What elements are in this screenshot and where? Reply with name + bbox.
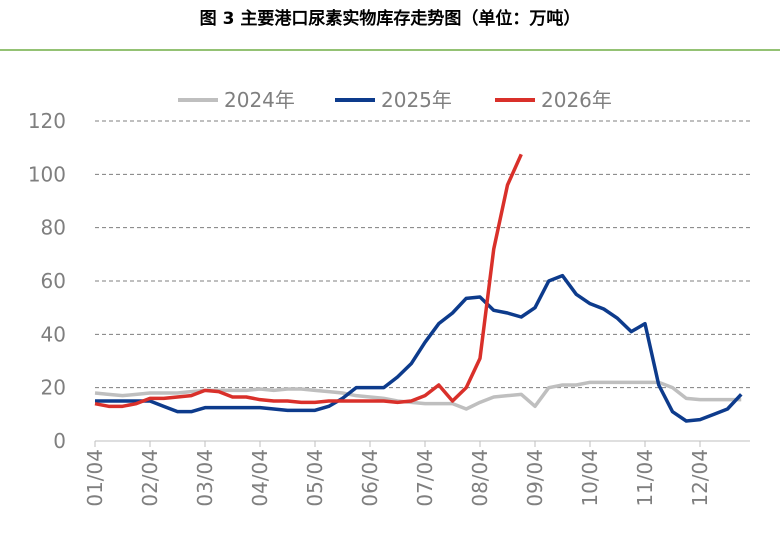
x-tick-label: 11/04 — [633, 449, 657, 507]
x-tick-label: 10/04 — [578, 449, 602, 507]
chart-title: 图 3 主要港口尿素实物库存走势图（单位：万吨） — [200, 8, 581, 29]
y-tick-label: 80 — [41, 216, 66, 240]
x-tick-label: 03/04 — [193, 449, 217, 507]
y-tick-label: 40 — [41, 322, 66, 346]
y-tick-label: 100 — [28, 162, 66, 186]
x-tick-label: 05/04 — [303, 449, 327, 507]
series-line — [94, 153, 523, 409]
x-tick-label: 07/04 — [413, 449, 437, 507]
y-tick-label: 60 — [41, 269, 66, 293]
x-tick-label: 02/04 — [138, 449, 162, 507]
y-tick-label: 0 — [53, 429, 66, 453]
x-tick-label: 12/04 — [688, 449, 712, 507]
x-tick-label: 09/04 — [523, 449, 547, 507]
y-tick-label: 20 — [41, 376, 66, 400]
x-tick-label: 08/04 — [468, 449, 492, 507]
x-tick-label: 01/04 — [83, 449, 107, 507]
legend-label: 2025年 — [381, 88, 452, 112]
y-tick-label: 120 — [28, 109, 66, 133]
x-tick-label: 06/04 — [358, 449, 382, 507]
legend-label: 2026年 — [541, 88, 612, 112]
series-line — [95, 273, 743, 423]
x-tick-label: 04/04 — [248, 449, 272, 507]
legend-label: 2024年 — [224, 88, 295, 112]
